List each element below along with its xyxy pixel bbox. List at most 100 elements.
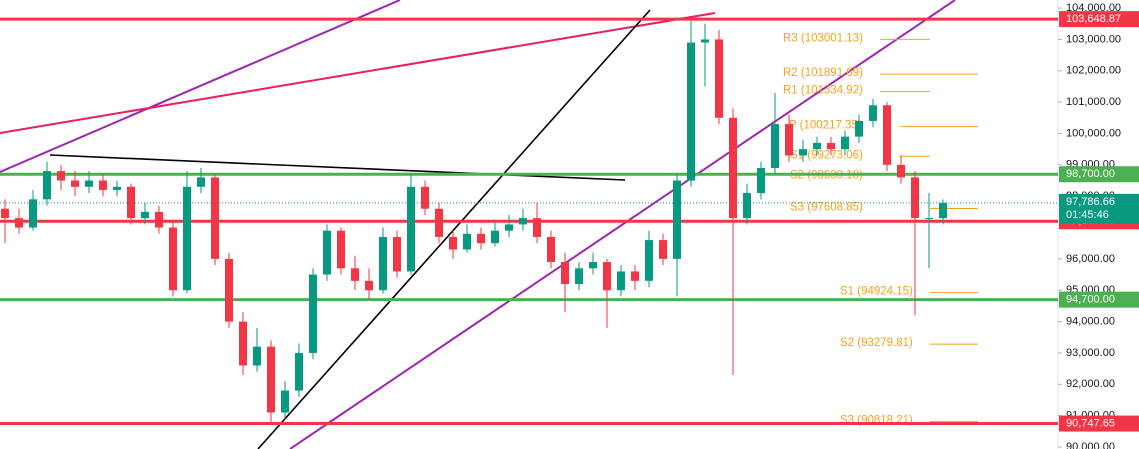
- trend-line: [257, 9, 651, 449]
- candle-body: [57, 171, 65, 181]
- candle-body: [379, 236, 387, 291]
- candle-body: [113, 186, 121, 190]
- candle-body: [505, 224, 513, 231]
- candle-body: [197, 177, 205, 187]
- candle-body: [407, 186, 415, 272]
- candle-body: [701, 39, 709, 43]
- y-tick-label: 92,000.00: [1066, 378, 1115, 390]
- level-box: [1059, 415, 1139, 432]
- candle-body: [449, 236, 457, 250]
- candle-body: [547, 236, 555, 263]
- candle-body: [729, 117, 737, 219]
- candle-body: [393, 236, 401, 272]
- candle-body: [99, 180, 107, 190]
- candle-body: [295, 352, 303, 391]
- candle-body: [239, 321, 247, 366]
- candle-body: [589, 262, 597, 269]
- candle-body: [659, 240, 667, 259]
- candle-body: [141, 211, 149, 219]
- candle-body: [561, 262, 569, 284]
- y-tick-label: 104,000.00: [1066, 2, 1121, 14]
- level-label: 94,700.00: [1066, 294, 1115, 306]
- candle-body: [603, 262, 611, 291]
- pivot-label: S1 (94924.15): [840, 286, 913, 298]
- candle-body: [337, 230, 345, 269]
- candle-body: [183, 186, 191, 291]
- candle-body: [813, 142, 821, 150]
- y-tick-label: 96,000.00: [1066, 253, 1115, 265]
- trend-line: [0, 12, 716, 134]
- level-box: [1059, 11, 1139, 28]
- level-label: 98,700.00: [1066, 168, 1115, 180]
- candle-body: [883, 105, 891, 165]
- candle-body: [897, 164, 905, 178]
- candle-body: [771, 124, 779, 168]
- candle-body: [687, 42, 695, 181]
- candle-body: [575, 268, 583, 284]
- pivot-label: P (100217.35): [789, 120, 862, 132]
- trend-line: [289, 0, 956, 449]
- level-label: 103,648.87: [1066, 13, 1121, 25]
- y-tick-label: 100,000.00: [1066, 127, 1121, 139]
- candle-body: [939, 202, 947, 219]
- pivot-label: R1 (101334.92): [783, 85, 863, 97]
- candle-body: [911, 177, 919, 219]
- countdown-label: 01:45:46: [1066, 209, 1109, 221]
- candle-body: [43, 171, 51, 200]
- candle-body: [617, 271, 625, 291]
- candle-body: [827, 142, 835, 150]
- drawings: [0, 0, 956, 449]
- y-tick-label: 103,000.00: [1066, 33, 1121, 45]
- candle-body: [29, 199, 37, 228]
- candle-body: [85, 180, 93, 187]
- level-label: 90,747.65: [1066, 417, 1115, 429]
- y-tick-label: 102,000.00: [1066, 65, 1121, 77]
- candle-body: [519, 218, 527, 225]
- level-box: [1059, 166, 1139, 183]
- last-price-box: [1059, 193, 1139, 224]
- candle-body: [1, 208, 9, 219]
- candle-body: [757, 167, 765, 194]
- candle-body: [799, 149, 807, 156]
- candle-body: [421, 186, 429, 209]
- candle-body: [225, 258, 233, 322]
- candle-body: [351, 268, 359, 281]
- y-tick-label: 94,000.00: [1066, 315, 1115, 327]
- pivot-label: R3 (103001.13): [783, 32, 863, 44]
- pivot-label: S3 (97608.85): [790, 201, 863, 213]
- candle-body: [435, 208, 443, 237]
- y-tick-label: 93,000.00: [1066, 347, 1115, 359]
- candle-body: [855, 120, 863, 137]
- candle-body: [15, 218, 23, 228]
- pivot-label: R2 (101891.69): [783, 67, 863, 79]
- level-box: [1059, 291, 1139, 308]
- trend-line: [0, 0, 401, 173]
- candle-body: [743, 193, 751, 219]
- candle-body: [211, 177, 219, 259]
- candle-body: [645, 240, 653, 281]
- candle-body: [925, 218, 933, 220]
- y-tick-label: 101,000.00: [1066, 96, 1121, 108]
- candle-body: [267, 346, 275, 413]
- y-tick-label: 90,000.00: [1066, 441, 1115, 449]
- candle-body: [491, 230, 499, 244]
- candle-body: [533, 218, 541, 237]
- candle-body: [253, 346, 261, 366]
- candle-body: [365, 280, 373, 291]
- candle-body: [673, 180, 681, 259]
- candle-body: [309, 274, 317, 353]
- candle-body: [127, 186, 135, 219]
- candle-body: [463, 233, 471, 250]
- candle-body: [841, 136, 849, 150]
- trend-line: [49, 154, 626, 181]
- candle-body: [477, 233, 485, 244]
- candle-body: [155, 211, 163, 228]
- candle-body: [169, 227, 177, 291]
- last-price-label: 97,786.66: [1066, 196, 1115, 208]
- candle-body: [281, 390, 289, 413]
- candle-body: [869, 105, 877, 121]
- candle-body: [631, 271, 639, 281]
- candle-body: [71, 180, 79, 187]
- candle-body: [785, 124, 793, 156]
